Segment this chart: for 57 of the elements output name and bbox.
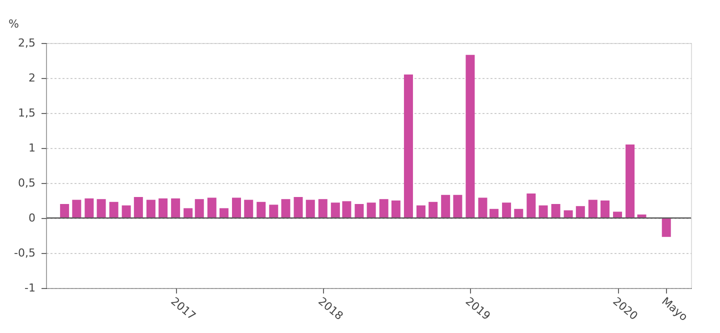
y-tick-label: 0 xyxy=(28,212,36,224)
bar xyxy=(122,205,131,218)
y-tick-label: 2 xyxy=(28,72,36,84)
bar xyxy=(207,198,216,218)
bar xyxy=(134,197,143,218)
y-tick-label: 0,5 xyxy=(18,176,36,190)
bar xyxy=(72,200,82,218)
bar xyxy=(416,205,426,218)
bar xyxy=(551,204,560,218)
bar xyxy=(330,202,340,218)
y-tick-label: -1 xyxy=(24,282,36,294)
y-tick-label: -0,5 xyxy=(14,246,36,260)
bar xyxy=(466,54,475,218)
bar xyxy=(60,204,70,218)
bar xyxy=(428,202,438,218)
bar xyxy=(526,194,536,218)
bar xyxy=(379,199,388,218)
bar xyxy=(158,198,168,218)
bar xyxy=(281,199,290,218)
bar xyxy=(146,200,156,218)
bar xyxy=(84,198,94,218)
bar xyxy=(256,202,266,218)
bar xyxy=(564,210,573,218)
bar xyxy=(391,200,400,218)
bar xyxy=(441,194,450,218)
bar xyxy=(514,208,524,218)
bar xyxy=(109,202,118,218)
bar xyxy=(366,202,376,218)
bar xyxy=(588,200,598,218)
bar xyxy=(576,206,585,218)
bar xyxy=(232,198,242,218)
bar xyxy=(538,205,548,218)
bar xyxy=(96,199,106,218)
bar xyxy=(306,200,315,218)
bar xyxy=(453,194,462,218)
bar xyxy=(269,204,278,218)
y-tick-label: 1,5 xyxy=(18,106,36,120)
y-axis-title: % xyxy=(8,18,19,30)
y-tick-label: 2,5 xyxy=(18,36,36,50)
bar xyxy=(194,199,204,218)
bar xyxy=(354,204,364,218)
bar xyxy=(404,74,413,218)
bar xyxy=(171,198,180,218)
bar xyxy=(490,208,499,218)
bar xyxy=(662,218,671,237)
bar xyxy=(184,208,193,218)
bar xyxy=(220,208,228,218)
bar xyxy=(613,212,622,218)
bar xyxy=(294,197,303,218)
bar xyxy=(600,200,610,218)
y-tick-label: 1 xyxy=(28,142,36,154)
bar xyxy=(318,199,328,218)
bar xyxy=(478,198,488,218)
bar xyxy=(244,200,254,218)
bar xyxy=(626,144,635,218)
bar xyxy=(342,201,352,218)
bar xyxy=(502,202,512,218)
